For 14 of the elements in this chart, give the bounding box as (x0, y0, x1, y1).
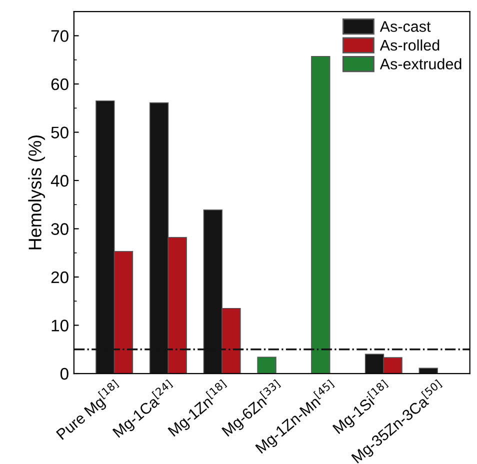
y-tick-label: 30 (51, 223, 68, 235)
y-tick-label: 40 (50, 174, 68, 187)
y-tick-label: 10 (52, 320, 68, 332)
y-tick-label: 20 (51, 271, 68, 284)
legend-label: As-rolled (380, 39, 440, 51)
y-tick-label: 70 (51, 30, 68, 42)
y-tick-label: 60 (51, 78, 68, 90)
y-tick-label: 0 (60, 368, 68, 380)
y-tick-label: 50 (51, 126, 68, 138)
legend-label: As-extruded (380, 58, 462, 70)
bar (257, 356, 276, 374)
y-axis-title: Hemolysis (%) (28, 135, 45, 250)
bar (311, 56, 330, 374)
legend-label: As-cast (380, 21, 431, 32)
